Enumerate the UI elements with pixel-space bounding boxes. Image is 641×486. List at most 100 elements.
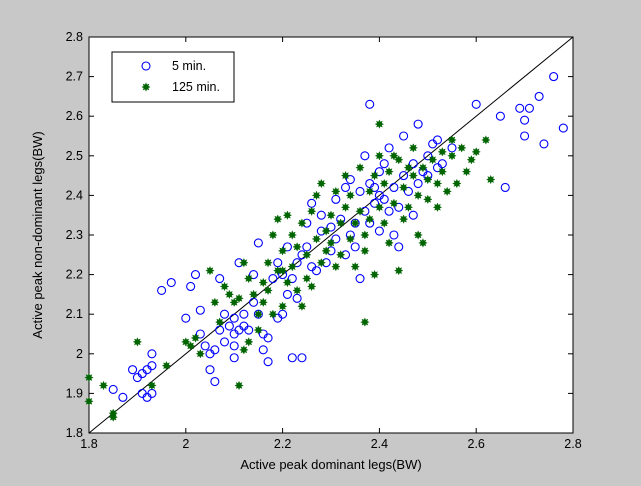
data-point [244, 273, 254, 284]
data-point [350, 261, 360, 272]
data-point [345, 234, 356, 244]
data-point [394, 242, 404, 252]
data-point [326, 222, 336, 232]
data-point [118, 392, 128, 402]
data-point [181, 313, 191, 323]
data-point [302, 250, 312, 260]
data-point [239, 309, 249, 319]
data-point [239, 258, 249, 268]
data-point [282, 210, 293, 220]
data-point [355, 274, 365, 284]
data-point [195, 349, 206, 359]
x-tick-label: 2.8 [564, 437, 581, 451]
data-point [205, 365, 215, 375]
data-point [360, 246, 370, 256]
data-point [403, 186, 413, 196]
identity-reference-line [88, 36, 574, 434]
data-point [394, 265, 404, 276]
data-point [369, 170, 380, 181]
data-point [258, 297, 268, 308]
legend-marker-star [141, 82, 151, 92]
legend: 5 min. 125 min. [111, 51, 235, 103]
data-point [229, 341, 239, 351]
data-point [234, 293, 244, 304]
data-point [219, 337, 230, 347]
data-point [539, 139, 549, 149]
data-point [210, 297, 220, 308]
data-point [287, 230, 297, 240]
data-point [311, 190, 322, 201]
data-point [321, 246, 331, 256]
data-point [297, 218, 307, 228]
legend-marker-125-min [141, 82, 151, 92]
y-tick-label: 2.2 [66, 268, 83, 282]
data-point [335, 218, 346, 228]
data-point [335, 250, 346, 260]
data-point [210, 345, 220, 355]
data-point [423, 174, 433, 185]
data-point [432, 202, 443, 212]
data-point [311, 266, 322, 276]
data-point [379, 194, 389, 204]
x-tick-label: 2 [182, 437, 189, 451]
data-point [321, 226, 331, 236]
data-point [128, 365, 138, 375]
data-point [355, 186, 365, 196]
series-5-min [108, 72, 568, 402]
data-point [326, 210, 336, 220]
y-tick-label: 1.8 [66, 426, 83, 440]
data-point [277, 265, 288, 276]
data-point [423, 151, 433, 161]
data-point [306, 206, 317, 216]
data-point [297, 353, 307, 363]
data-point [403, 202, 414, 212]
data-point [399, 131, 409, 141]
data-point [84, 372, 94, 383]
data-point [331, 234, 341, 244]
data-point [181, 337, 191, 347]
data-point [215, 274, 225, 284]
y-axis-label: Active peak non-dominant legs(BW) [30, 131, 45, 338]
data-point [234, 380, 244, 391]
data-point [292, 258, 302, 268]
data-point [374, 151, 385, 161]
data-point [413, 230, 423, 240]
data-point [316, 210, 326, 220]
data-point [384, 166, 394, 177]
x-tick-label: 2.4 [371, 437, 388, 451]
data-point [190, 270, 201, 280]
data-point [147, 349, 157, 359]
data-point [282, 277, 293, 288]
data-point [282, 289, 292, 299]
data-point [258, 277, 268, 288]
data-point [456, 143, 467, 153]
data-point [365, 99, 375, 109]
data-point [229, 313, 239, 323]
x-axis-label: Active peak dominant legs(BW) [240, 457, 421, 472]
data-point [524, 103, 534, 113]
data-point [481, 135, 491, 145]
data-point [219, 309, 230, 319]
x-tick-label: 1.8 [80, 437, 97, 451]
data-point [239, 345, 249, 355]
data-point [316, 178, 327, 189]
data-point [253, 238, 263, 248]
data-point [200, 341, 210, 351]
data-point [345, 190, 356, 201]
y-tick-label: 2.7 [66, 70, 83, 84]
data-point [355, 162, 365, 173]
data-point [432, 178, 443, 189]
data-point [248, 289, 259, 300]
data-point [84, 396, 94, 407]
data-point [244, 325, 254, 335]
data-point [394, 202, 404, 212]
data-point [190, 333, 201, 343]
data-point [398, 182, 409, 193]
data-point [408, 143, 418, 153]
data-point [384, 143, 394, 153]
data-point [195, 329, 205, 339]
reference-line-layer [88, 36, 574, 434]
data-point [282, 242, 292, 252]
data-point [452, 178, 462, 189]
